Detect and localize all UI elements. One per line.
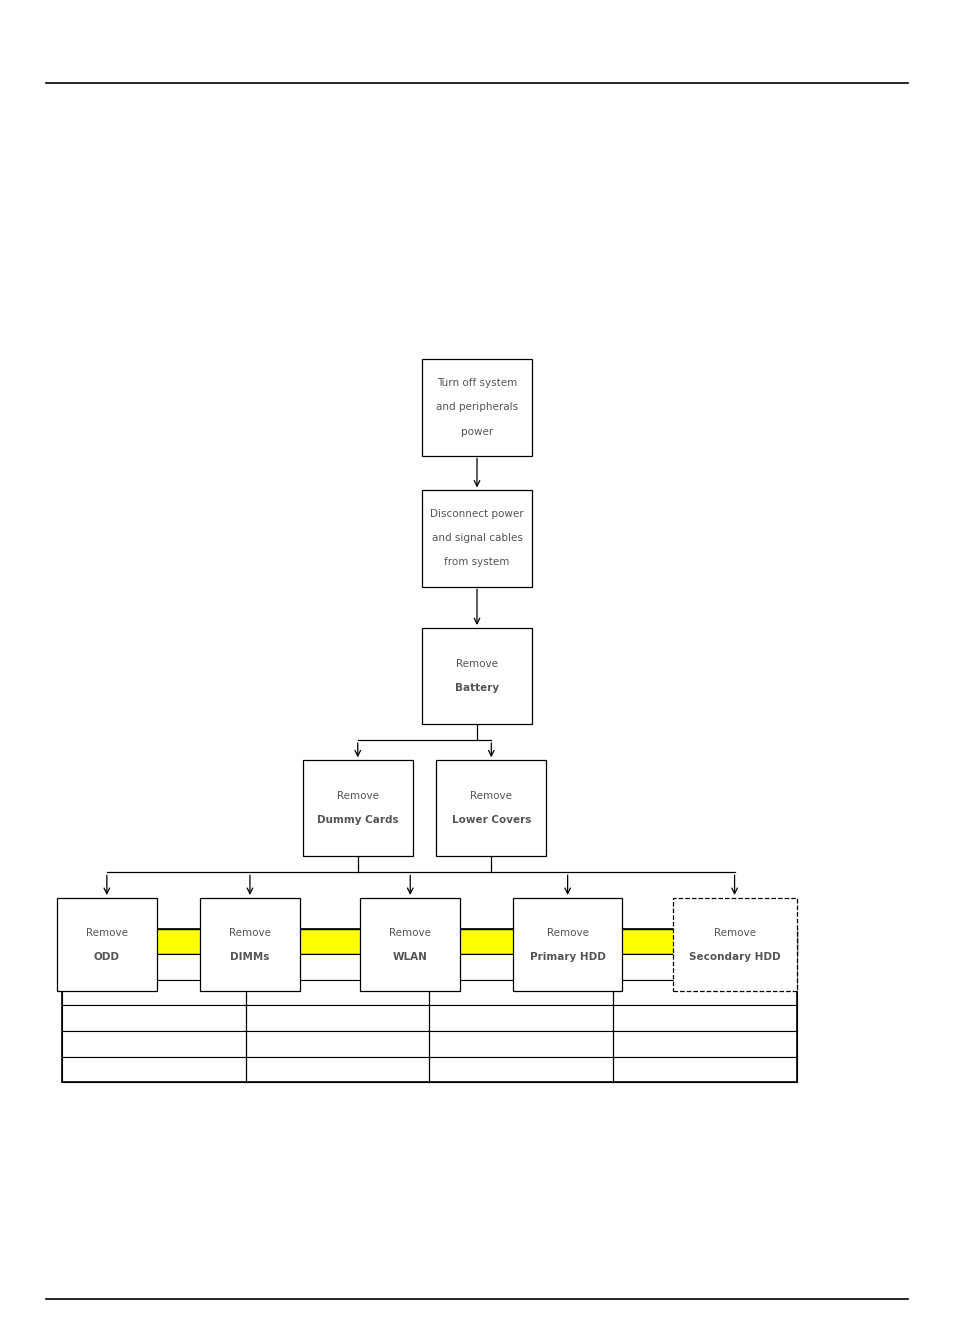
Bar	[62, 1005, 796, 1031]
Bar	[57, 898, 156, 991]
Bar	[512, 898, 621, 991]
Text: power: power	[460, 426, 493, 437]
Text: Disconnect power: Disconnect power	[430, 509, 523, 520]
Text: Remove: Remove	[470, 791, 512, 802]
Bar	[436, 760, 545, 856]
Text: Turn off system: Turn off system	[436, 378, 517, 389]
Bar	[62, 1031, 796, 1057]
Text: and peripherals: and peripherals	[436, 402, 517, 413]
Text: Remove: Remove	[229, 927, 271, 938]
Text: Lower Covers: Lower Covers	[451, 815, 531, 826]
Bar	[62, 1057, 796, 1082]
Text: DIMMs: DIMMs	[230, 951, 270, 962]
Text: ODD: ODD	[93, 951, 120, 962]
Bar	[421, 490, 532, 587]
Text: Remove: Remove	[86, 927, 128, 938]
Bar	[672, 898, 796, 991]
Bar	[359, 898, 459, 991]
Bar	[421, 628, 532, 724]
Text: Battery: Battery	[455, 683, 498, 693]
Bar	[303, 760, 412, 856]
Text: Remove: Remove	[389, 927, 431, 938]
Bar	[62, 979, 796, 1005]
Text: and signal cables: and signal cables	[431, 533, 522, 544]
Bar	[62, 954, 796, 979]
Bar	[421, 359, 532, 456]
Text: Remove: Remove	[546, 927, 588, 938]
Bar	[200, 898, 299, 991]
Text: Remove: Remove	[456, 659, 497, 669]
Text: Dummy Cards: Dummy Cards	[316, 815, 398, 826]
Text: Remove: Remove	[336, 791, 378, 802]
Bar	[62, 929, 796, 954]
Text: WLAN: WLAN	[393, 951, 427, 962]
Text: Primary HDD: Primary HDD	[529, 951, 605, 962]
Text: Remove: Remove	[713, 927, 755, 938]
Bar	[62, 929, 796, 1082]
Text: Secondary HDD: Secondary HDD	[688, 951, 780, 962]
Text: from system: from system	[444, 557, 509, 568]
